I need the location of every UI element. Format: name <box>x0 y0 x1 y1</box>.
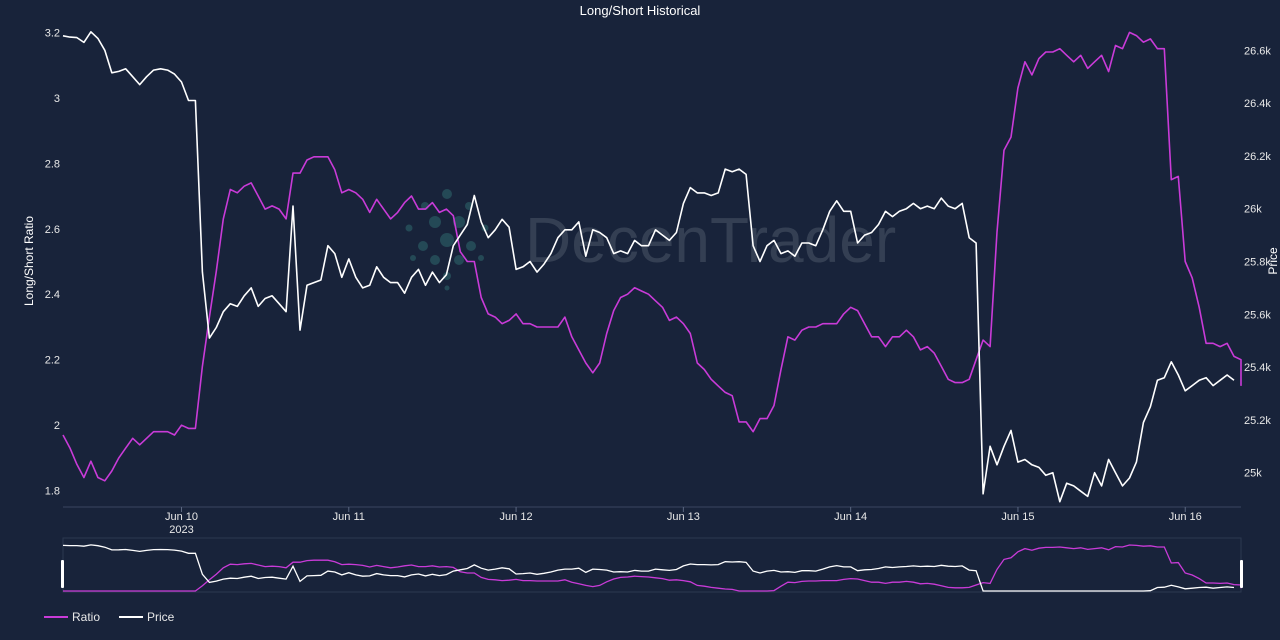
y-tick-label: 1.8 <box>45 486 60 498</box>
x-tick-label: Jun 15 <box>1001 511 1034 523</box>
chart-title: Long/Short Historical <box>580 3 701 18</box>
x-tick-label: Jun 10 <box>165 511 198 523</box>
y-tick-label: 2 <box>54 420 60 432</box>
range-slider[interactable] <box>61 537 1243 593</box>
legend-label: Ratio <box>72 610 100 624</box>
x-tick-label: Jun 12 <box>500 511 533 523</box>
y2-tick-label: 26.6k <box>1244 45 1271 57</box>
range-slider-line-price <box>62 544 1235 592</box>
logo-dot <box>443 272 451 280</box>
logo-dot <box>454 255 464 265</box>
y2-tick-label: 25.8k <box>1244 257 1271 269</box>
plot-area <box>62 30 1242 508</box>
range-slider-right-handle[interactable] <box>1240 560 1243 588</box>
y2-tick-label: 26.2k <box>1244 151 1271 163</box>
range-slider-line-ratio <box>63 544 1242 592</box>
legend: Ratio Price <box>44 610 175 624</box>
x-tick-label: Jun 13 <box>667 511 700 523</box>
y2-tick-label: 26.4k <box>1244 98 1271 110</box>
x-tick-label: Jun 14 <box>834 511 867 523</box>
range-slider-left-handle[interactable] <box>61 560 64 588</box>
legend-item-ratio[interactable]: Ratio <box>44 610 100 624</box>
watermark: DecenTrader <box>405 189 896 291</box>
y-tick-label: 2.4 <box>45 289 60 301</box>
logo-dot <box>429 216 441 228</box>
y2-tick-label: 25k <box>1244 468 1262 480</box>
y2-tick-label: 25.4k <box>1244 362 1271 374</box>
legend-label: Price <box>147 610 175 624</box>
logo-dot <box>418 241 428 251</box>
y-axis-title: Long/Short Ratio <box>22 216 36 306</box>
y2-axis: 25k 25.2k 25.4k 25.6k 25.8k 26k 26.2k 26.4k 26.6… <box>1244 45 1271 479</box>
y-tick-label: 2.6 <box>45 224 60 236</box>
y-tick-label: 2.2 <box>45 355 60 367</box>
logo-dot <box>410 255 416 261</box>
series-layer[interactable] <box>62 30 1242 503</box>
logo-dot <box>466 241 476 251</box>
watermark-text: DecenTrader <box>525 204 896 276</box>
decentrader-logo-icon <box>405 189 489 291</box>
x-tick-sublabel: 2023 <box>169 524 193 536</box>
y2-tick-label: 25.2k <box>1244 415 1271 427</box>
y-tick-label: 3.2 <box>45 27 60 39</box>
logo-dot <box>444 285 450 291</box>
logo-dot <box>430 255 440 265</box>
logo-dot <box>453 216 465 228</box>
y2-axis-title: Price <box>1266 247 1280 275</box>
range-slider-series <box>62 544 1242 592</box>
logo-dot <box>405 224 413 232</box>
legend-item-price[interactable]: Price <box>119 610 175 624</box>
x-tick-label: Jun 16 <box>1169 511 1202 523</box>
x-tick-label: Jun 11 <box>333 511 365 523</box>
logo-dot <box>442 189 452 199</box>
y-axis: 1.8 2 2.2 2.4 2.6 2.8 3 3.2 <box>45 27 60 497</box>
logo-dot <box>478 255 484 261</box>
y2-tick-label: 25.6k <box>1244 309 1271 321</box>
y-tick-label: 3 <box>54 93 60 105</box>
y2-tick-label: 26k <box>1244 204 1262 216</box>
y-tick-label: 2.8 <box>45 158 60 170</box>
logo-dot <box>440 233 454 247</box>
range-slider-track[interactable] <box>62 537 1242 593</box>
